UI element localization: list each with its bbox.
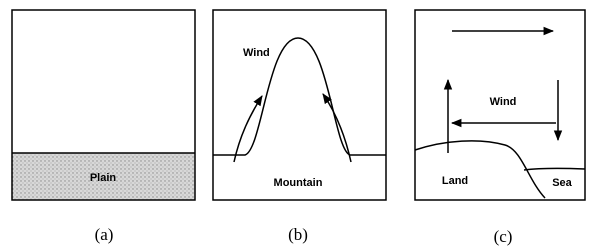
panel-a: Plain (a) [12,10,195,244]
wind-label: Wind [490,96,517,108]
mountain [213,38,386,155]
sea-line [524,168,585,170]
mountain-label: Mountain [274,177,323,189]
land-label: Land [442,175,468,187]
wind-label: Wind [243,47,270,59]
caption: (c) [494,227,513,246]
caption: (b) [288,225,308,244]
panel-c: Wind Land Sea (c) [415,10,585,246]
caption: (a) [95,225,114,244]
sea-label: Sea [552,177,572,189]
panel-b: Wind Mountain (b) [213,10,386,244]
diagram: Plain (a) Wind Mountain (b) Wind Land Se… [0,0,589,249]
plain-label: Plain [90,172,117,184]
